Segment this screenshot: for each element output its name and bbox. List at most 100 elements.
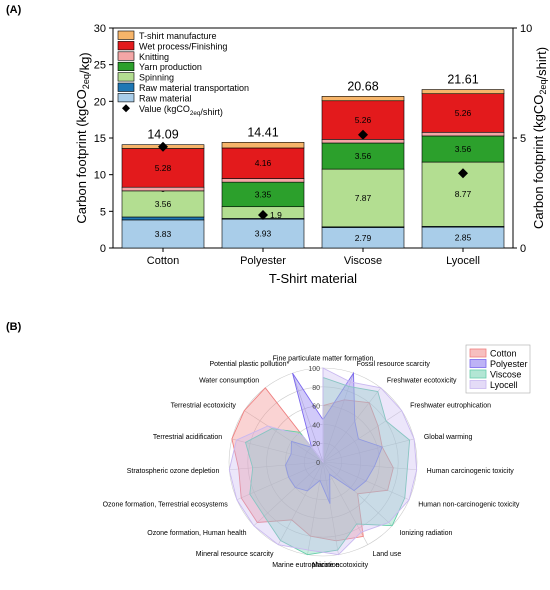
y-tick-label: 0 <box>100 243 106 255</box>
value-marker <box>258 210 268 220</box>
bar-segment <box>421 131 505 137</box>
radar-spoke <box>322 461 369 545</box>
radar-category-label: Terrestrial ecotoxicity <box>171 403 237 410</box>
legend-swatch <box>117 82 135 92</box>
segment-label: 2.79 <box>355 233 372 243</box>
radar-spoke <box>229 461 324 471</box>
bar-segment <box>321 139 405 144</box>
segment-label: 3.83 <box>155 229 172 239</box>
radar-category-label: Water consumption <box>199 377 259 384</box>
segment-label: 5.26 <box>455 108 472 118</box>
radar-category-label: Mineral resource scarcity <box>196 551 274 558</box>
value-marker <box>458 168 468 179</box>
bar-segment <box>221 142 305 149</box>
bar-segment <box>321 142 405 170</box>
y-tick-label: 15 <box>94 133 106 145</box>
segment-label: 7.87 <box>355 193 372 203</box>
value-marker <box>358 129 368 140</box>
radar-spoke <box>322 461 339 555</box>
radar-category-label: Stratospheric ozone depletion <box>127 468 220 475</box>
radar-spoke <box>322 438 415 463</box>
radar-category-label: Human non-carcinogenic toxicity <box>418 501 520 508</box>
segment-label: 3.56 <box>355 151 372 161</box>
radar-category-label: Marine ecotoxicity <box>312 562 369 569</box>
legend-label: Yarn production <box>139 62 202 72</box>
y-tick-label: 30 <box>94 23 106 35</box>
legend-label: Knitting <box>139 52 169 62</box>
radar-legend-swatch <box>469 369 487 379</box>
radar-category-label: Marine eutrophication <box>272 562 339 569</box>
legend-marker <box>122 104 130 113</box>
y2-tick-label: 0 <box>520 243 526 255</box>
bar-segment <box>121 216 205 221</box>
radar-spoke <box>322 410 402 463</box>
radar-category-label: Potential plastic pollution* <box>209 361 289 368</box>
radar-tick-label: 40 <box>312 422 320 429</box>
panel-a-label: (A) <box>6 4 22 16</box>
radar-category-label: Human carcinogenic toxicity <box>427 468 515 475</box>
radar-chart: 0 20 40 60 80 100 Fine particulate matter form… <box>103 344 531 569</box>
radar-spoke <box>322 461 417 471</box>
x-tick-label: Cotton <box>147 255 179 267</box>
radar-legend-label: Polyester <box>490 359 528 369</box>
radar-spoke <box>236 461 324 501</box>
radar-spoke <box>292 372 324 463</box>
radar-category-label: Land use <box>372 551 401 558</box>
x-tick-label: Viscose <box>344 255 382 267</box>
bar-segment <box>421 135 505 163</box>
radar-category-label: Fossil resource scarcity <box>357 361 431 368</box>
bar-segment <box>321 96 405 102</box>
radar-spoke <box>244 410 324 463</box>
bar-total-label: 20.68 <box>347 79 378 93</box>
radar-spoke <box>322 372 354 463</box>
segment-label: 3.93 <box>255 229 272 239</box>
segment-label: 3.56 <box>155 199 172 209</box>
legend-label: Raw material transportation <box>139 83 249 93</box>
x-tick-label: Lyocell <box>446 255 480 267</box>
bar-segment <box>121 190 205 218</box>
legend-label: Wet process/Finishing <box>139 41 227 51</box>
radar-spoke <box>231 438 324 463</box>
x-tick-label: Polyester <box>240 255 286 267</box>
y-tick-label: 10 <box>94 170 106 182</box>
y2-tick-label: 5 <box>520 133 526 145</box>
legend-label: Value (kgCO2eq/shirt) <box>139 104 223 117</box>
radar-tick-label: 0 <box>316 460 320 467</box>
y2-tick-label: 10 <box>520 23 532 35</box>
bar-segment <box>221 218 305 249</box>
bar-segment <box>321 168 405 228</box>
legend-swatch <box>117 72 135 82</box>
radar-series-cotton <box>231 387 394 542</box>
bar-segment <box>121 148 205 188</box>
radar-series-polyester <box>285 371 383 504</box>
legend-swatch <box>117 30 135 40</box>
radar-category-label: Freshwater ecotoxicity <box>387 377 457 384</box>
segment-label: 2.85 <box>455 233 472 243</box>
legend-swatch <box>117 93 135 103</box>
radar-category-label: Fine particulate matter formation <box>273 356 374 363</box>
bar-segment <box>421 93 505 133</box>
legend-label: Raw material <box>139 93 192 103</box>
radar-category-label: Terrestrial acidification <box>153 434 222 441</box>
bar-total-label: 21.61 <box>447 73 478 87</box>
radar-category-label: Global warming <box>424 434 473 441</box>
radar-legend-swatch <box>469 359 487 368</box>
radar-tick-label: 100 <box>308 366 320 373</box>
legend-swatch <box>117 51 135 61</box>
segment-label: 4.16 <box>255 158 272 168</box>
radar-tick-label: 80 <box>312 385 320 392</box>
radar-legend-label: Cotton <box>490 349 517 359</box>
radar-legend-label: Viscose <box>490 370 521 380</box>
bar-segment <box>221 181 305 208</box>
radar-tick-label: 20 <box>312 441 320 448</box>
radar-legend-swatch <box>469 348 487 358</box>
legend-swatch <box>117 61 135 72</box>
legend-label: T-shirt manufacture <box>139 31 217 41</box>
radar-category-label: Ionizing radiation <box>400 530 453 537</box>
radar-series-lyocell <box>228 367 418 556</box>
radar-category-label: Freshwater eutrophication <box>410 403 491 410</box>
radar-tick-label: 60 <box>312 404 320 411</box>
radar-spoke <box>307 461 324 555</box>
legend-label: Spinning <box>139 73 174 83</box>
radar-spoke <box>277 461 324 545</box>
